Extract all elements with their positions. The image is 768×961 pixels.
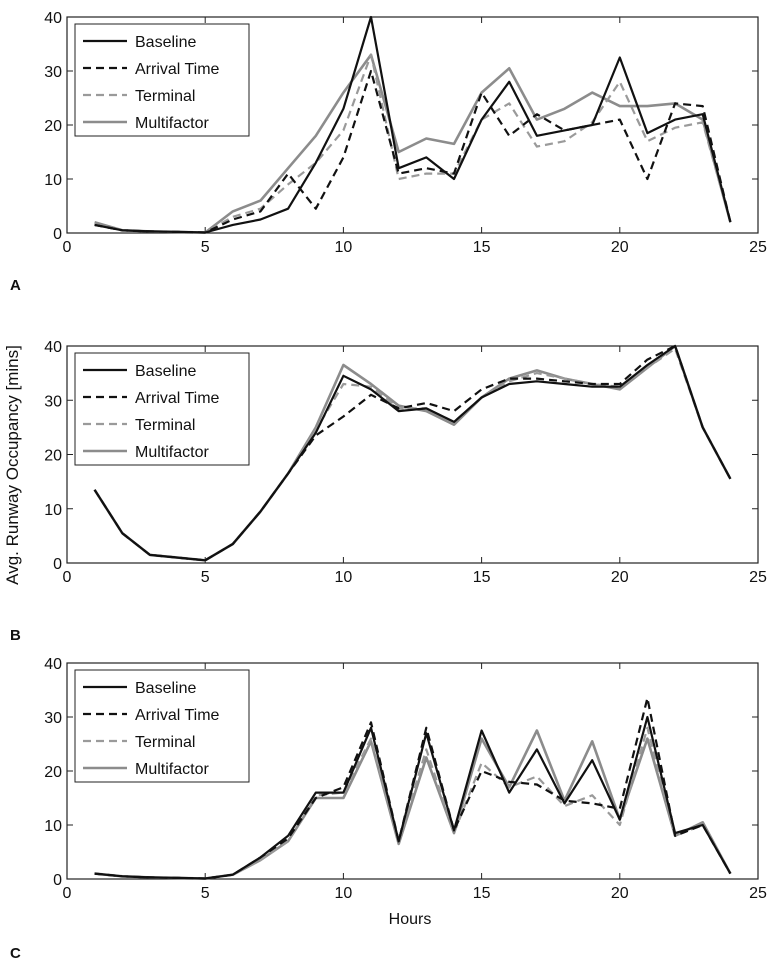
y-tick-label: 10 bbox=[44, 502, 62, 519]
x-tick-label: 5 bbox=[201, 239, 210, 256]
legend-label: Baseline bbox=[135, 363, 196, 380]
legend-label: Baseline bbox=[135, 680, 196, 697]
chart-panel-b: 0 5 10 15 20 25 0 10 20 30 40 Baseline Arrival Time T… bbox=[44, 339, 767, 586]
x-tick-label: 5 bbox=[201, 569, 210, 586]
x-tick-label: 10 bbox=[335, 569, 353, 586]
legend-label: Terminal bbox=[135, 88, 195, 105]
y-tick-label: 20 bbox=[44, 118, 62, 135]
x-axis-label: Hours bbox=[389, 911, 432, 928]
legend: Baseline Arrival Time Terminal Multifactor bbox=[74, 23, 250, 137]
y-tick-label: 40 bbox=[44, 339, 62, 356]
x-tick-label: 25 bbox=[749, 885, 767, 902]
legend-label: Baseline bbox=[135, 34, 196, 51]
legend-box bbox=[74, 23, 250, 137]
panel-label-a: A bbox=[10, 277, 21, 294]
x-tick-label: 20 bbox=[611, 239, 629, 256]
y-tick-label: 30 bbox=[44, 393, 62, 410]
x-tick-label: 0 bbox=[63, 885, 72, 902]
y-tick-label: 0 bbox=[53, 872, 62, 889]
x-tick-label: 10 bbox=[335, 885, 353, 902]
legend: Baseline Arrival Time Terminal Multifactor bbox=[74, 352, 250, 466]
chart-panel-a: 0 5 10 15 20 25 0 10 20 30 40 Baseline Arrival Time T… bbox=[44, 10, 767, 256]
legend-label: Arrival Time bbox=[135, 61, 220, 78]
panel-label-c: C bbox=[10, 945, 21, 961]
legend-label: Multifactor bbox=[135, 761, 209, 778]
legend-label: Arrival Time bbox=[135, 707, 220, 724]
legend-box bbox=[74, 352, 250, 466]
x-tick-label: 0 bbox=[63, 569, 72, 586]
series-line-baseline bbox=[94, 715, 732, 880]
series-line-baseline bbox=[94, 15, 732, 234]
y-tick-label: 40 bbox=[44, 10, 62, 27]
legend-label: Arrival Time bbox=[135, 390, 220, 407]
legend-label: Multifactor bbox=[135, 115, 209, 132]
y-tick-label: 30 bbox=[44, 64, 62, 81]
legend: Baseline Arrival Time Terminal Multifactor bbox=[74, 669, 250, 783]
x-tick-label: 0 bbox=[63, 239, 72, 256]
x-tick-label: 10 bbox=[335, 239, 353, 256]
x-tick-label: 20 bbox=[611, 885, 629, 902]
legend-label: Terminal bbox=[135, 734, 195, 751]
x-tick-label: 15 bbox=[473, 569, 491, 586]
x-tick-label: 5 bbox=[201, 885, 210, 902]
y-tick-label: 0 bbox=[53, 226, 62, 243]
series-line-baseline bbox=[93, 344, 732, 562]
x-tick-label: 15 bbox=[473, 885, 491, 902]
y-tick-label: 10 bbox=[44, 818, 62, 835]
x-tick-label: 20 bbox=[611, 569, 629, 586]
legend-label: Terminal bbox=[135, 417, 195, 434]
panel-label-b: B bbox=[10, 627, 21, 644]
legend-box bbox=[74, 669, 250, 783]
x-tick-label: 25 bbox=[749, 569, 767, 586]
y-tick-label: 20 bbox=[44, 764, 62, 781]
y-axis-label: Avg. Runway Occupancy [mins] bbox=[3, 345, 22, 585]
x-tick-label: 25 bbox=[749, 239, 767, 256]
x-tick-label: 15 bbox=[473, 239, 491, 256]
y-tick-label: 30 bbox=[44, 710, 62, 727]
y-tick-label: 0 bbox=[53, 556, 62, 573]
y-tick-label: 20 bbox=[44, 448, 62, 465]
y-tick-label: 40 bbox=[44, 656, 62, 673]
chart-panels: 0 5 10 15 20 25 0 10 20 30 40 Baseline Arrival Time T… bbox=[44, 10, 767, 902]
legend-label: Multifactor bbox=[135, 444, 209, 461]
y-tick-label: 10 bbox=[44, 172, 62, 189]
chart-panel-c: 0 5 10 15 20 25 0 10 20 30 40 Baseline Arrival Time T… bbox=[44, 656, 767, 902]
